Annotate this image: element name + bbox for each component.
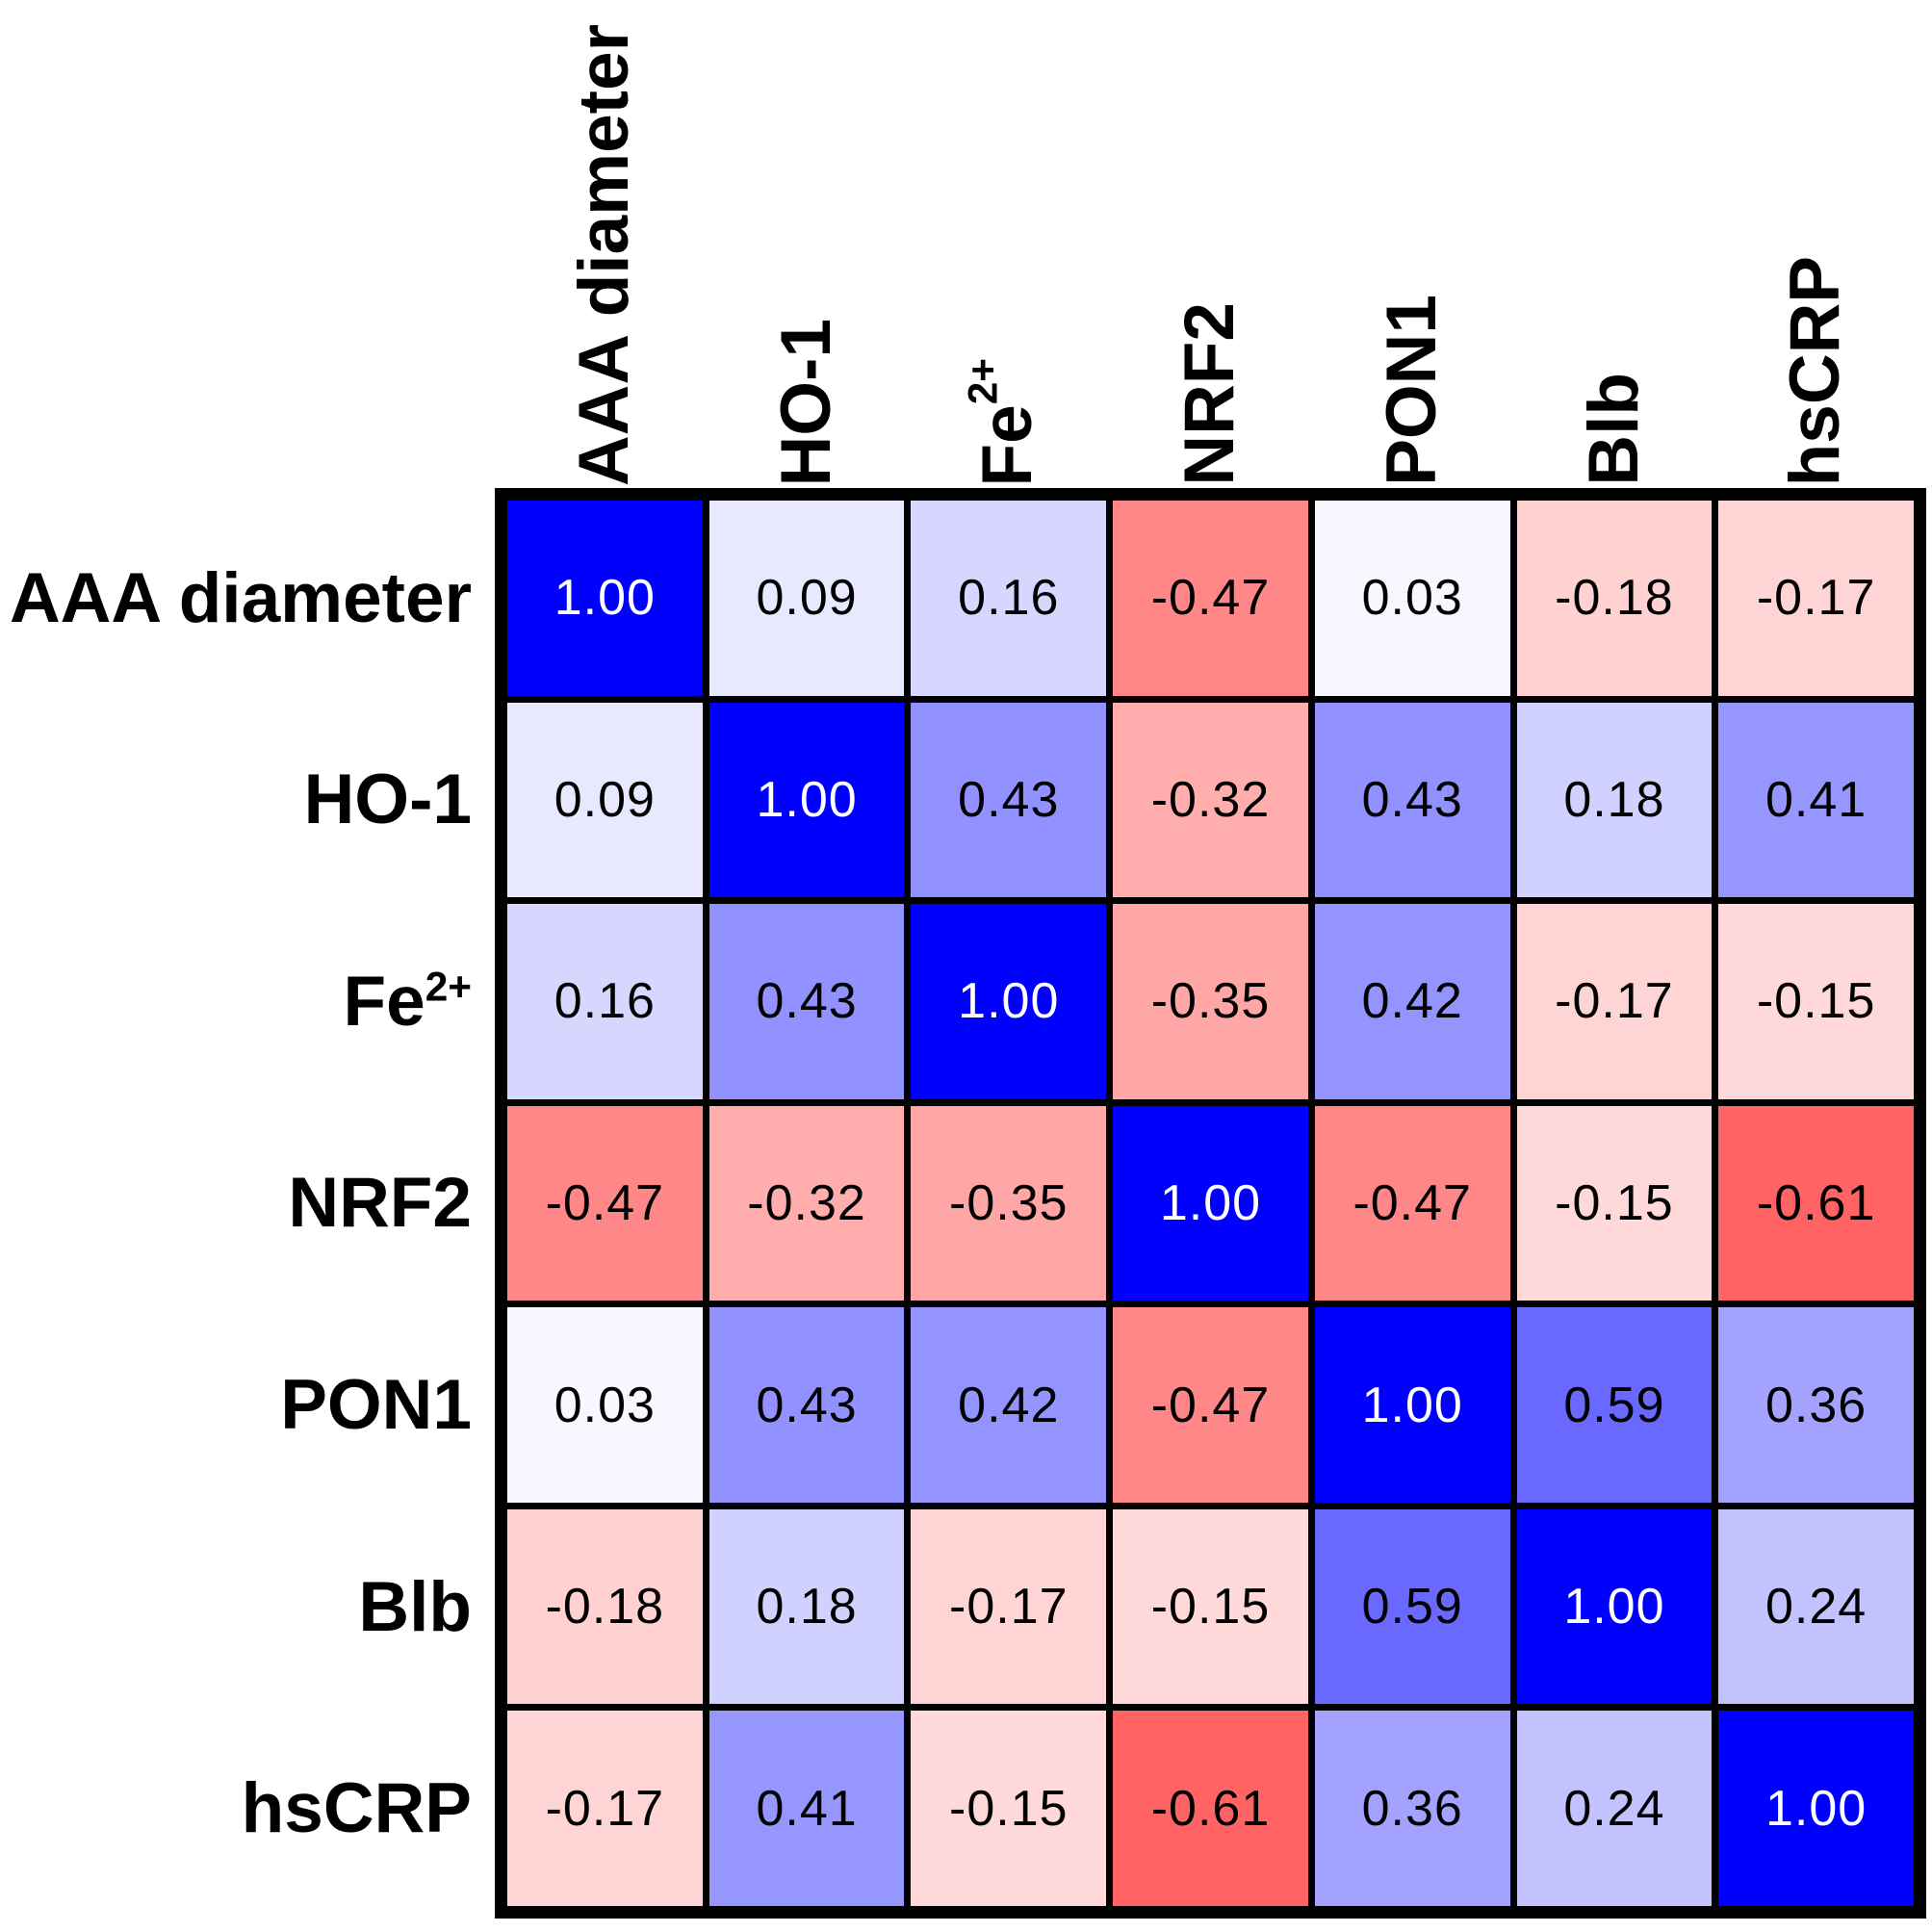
- cell-aaa-diameter-fe2: 0.16: [911, 501, 1107, 696]
- row-label-nrf2: NRF2: [288, 1164, 472, 1243]
- row-label-blb: Blb: [358, 1567, 472, 1646]
- cell-hscrp-hscrp: 1.00: [1718, 1711, 1914, 1906]
- cell-aaa-diameter-hscrp: -0.17: [1718, 501, 1914, 696]
- cell-pon1-hscrp: 0.36: [1718, 1307, 1914, 1503]
- cell-nrf2-hscrp: -0.61: [1718, 1105, 1914, 1301]
- cell-aaa-diameter-blb: -0.18: [1516, 501, 1713, 696]
- row-label-hscrp: hsCRP: [241, 1769, 472, 1848]
- cell-hscrp-pon1: 0.36: [1314, 1711, 1510, 1906]
- cell-ho-1-ho-1: 1.00: [708, 702, 905, 898]
- cell-blb-ho-1: 0.18: [708, 1508, 905, 1705]
- cell-nrf2-fe2: -0.35: [911, 1105, 1107, 1301]
- cell-blb-aaa-diameter: -0.18: [507, 1508, 703, 1705]
- cell-fe2-aaa-diameter: 0.16: [507, 904, 703, 1099]
- cell-aaa-diameter-pon1: 0.03: [1314, 501, 1510, 696]
- col-header-fe2: Fe2+: [961, 357, 1047, 486]
- cell-aaa-diameter-ho-1: 0.09: [708, 501, 905, 696]
- col-header-aaa-diameter: AAA diameter: [565, 23, 644, 486]
- superscript: 2+: [425, 964, 472, 1010]
- cell-nrf2-aaa-diameter: -0.47: [507, 1105, 703, 1301]
- cell-fe2-blb: -0.17: [1516, 904, 1713, 1099]
- cell-blb-hscrp: 0.24: [1718, 1508, 1914, 1705]
- cell-fe2-hscrp: -0.15: [1718, 904, 1914, 1099]
- col-header-hscrp: hsCRP: [1776, 255, 1855, 486]
- cell-ho-1-hscrp: 0.41: [1718, 702, 1914, 898]
- cell-pon1-fe2: 0.42: [911, 1307, 1107, 1503]
- cell-aaa-diameter-aaa-diameter: 1.00: [507, 501, 703, 696]
- cell-fe2-ho-1: 0.43: [708, 904, 905, 1099]
- cell-blb-blb: 1.00: [1516, 1508, 1713, 1705]
- cell-blb-fe2: -0.17: [911, 1508, 1107, 1705]
- cell-hscrp-blb: 0.24: [1516, 1711, 1713, 1906]
- cell-fe2-pon1: 0.42: [1314, 904, 1510, 1099]
- cell-hscrp-aaa-diameter: -0.17: [507, 1711, 703, 1906]
- cell-pon1-blb: 0.59: [1516, 1307, 1713, 1503]
- cell-nrf2-nrf2: 1.00: [1113, 1105, 1308, 1301]
- cell-nrf2-blb: -0.15: [1516, 1105, 1713, 1301]
- cell-hscrp-fe2: -0.15: [911, 1711, 1107, 1906]
- cell-aaa-diameter-nrf2: -0.47: [1113, 501, 1308, 696]
- cell-ho-1-nrf2: -0.32: [1113, 702, 1308, 898]
- matrix-grid: 1.00 0.09 0.16 -0.47 0.03 -0.18 -0.17 0.09 1.00 0…: [495, 488, 1926, 1919]
- cell-ho-1-fe2: 0.43: [911, 702, 1107, 898]
- cell-nrf2-ho-1: -0.32: [708, 1105, 905, 1301]
- col-header-blb: Blb: [1574, 373, 1653, 486]
- row-labels: AAA diameter HO-1 Fe2+ NRF2 PON1 Blb hsCRP: [0, 501, 483, 1906]
- cell-blb-nrf2: -0.15: [1113, 1508, 1308, 1705]
- cell-pon1-ho-1: 0.43: [708, 1307, 905, 1503]
- cell-hscrp-nrf2: -0.61: [1113, 1711, 1308, 1906]
- col-header-ho-1: HO-1: [766, 318, 845, 486]
- cell-nrf2-pon1: -0.47: [1314, 1105, 1510, 1301]
- cell-ho-1-aaa-diameter: 0.09: [507, 702, 703, 898]
- row-label-pon1: PON1: [280, 1366, 472, 1445]
- column-headers: AAA diameter HO-1 Fe2+ NRF2 PON1 Blb hsCRP: [507, 0, 1914, 486]
- row-label-fe2: Fe2+: [343, 962, 472, 1041]
- cell-ho-1-blb: 0.18: [1516, 702, 1713, 898]
- row-label-ho-1: HO-1: [303, 760, 472, 839]
- row-label-aaa-diameter: AAA diameter: [9, 558, 472, 637]
- cell-ho-1-pon1: 0.43: [1314, 702, 1510, 898]
- cell-fe2-fe2: 1.00: [911, 904, 1107, 1099]
- col-header-nrf2: NRF2: [1171, 302, 1249, 486]
- col-header-pon1: PON1: [1372, 295, 1451, 486]
- cell-fe2-nrf2: -0.35: [1113, 904, 1308, 1099]
- cell-pon1-aaa-diameter: 0.03: [507, 1307, 703, 1503]
- cell-blb-pon1: 0.59: [1314, 1508, 1510, 1705]
- cell-hscrp-ho-1: 0.41: [708, 1711, 905, 1906]
- cell-pon1-pon1: 1.00: [1314, 1307, 1510, 1503]
- cell-pon1-nrf2: -0.47: [1113, 1307, 1308, 1503]
- superscript: 2+: [961, 357, 1007, 404]
